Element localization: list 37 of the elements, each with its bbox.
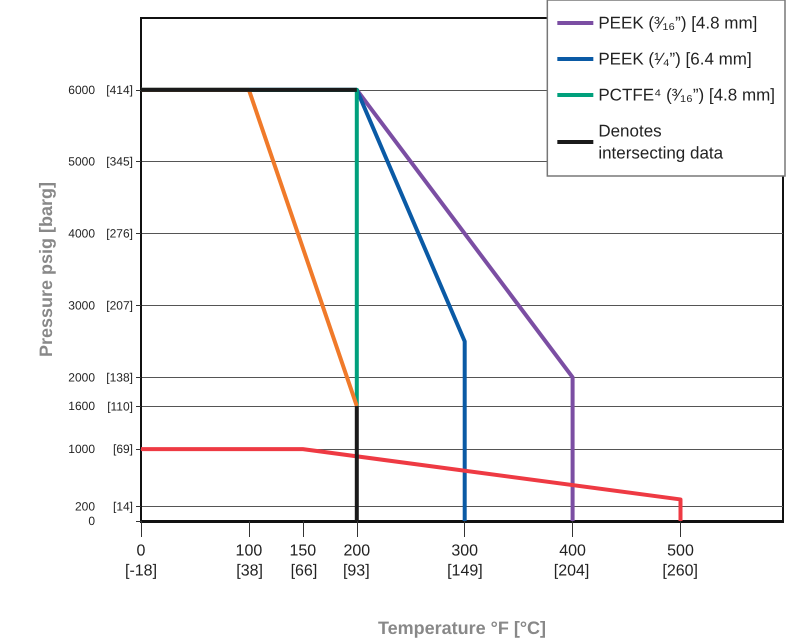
- y-tick-label: 0: [88, 514, 96, 528]
- y-tick-label: 2000: [68, 370, 96, 384]
- legend-label: PCTFE⁴ (³⁄₁₆”) [4.8 mm]: [598, 86, 776, 104]
- y-tick-label: 5000: [68, 154, 96, 169]
- y2-tick-label: [138]: [106, 370, 133, 384]
- y-tick-label: 4000: [68, 226, 96, 241]
- x2-tick-label: [149]: [447, 562, 483, 580]
- y-tick-label: 6000: [68, 82, 96, 97]
- y2-tick-label: [207]: [106, 298, 133, 312]
- y-tick-label: 200: [74, 500, 96, 514]
- y2-tick-label: [414]: [106, 82, 133, 97]
- x-tick-label: 0: [136, 542, 146, 560]
- x-tick-label: 100: [236, 542, 262, 560]
- x-axis-title: Temperature °F [°C]: [378, 618, 546, 638]
- y2-tick-label: [110]: [107, 399, 133, 414]
- y2-tick-label: [345]: [106, 154, 133, 169]
- y-tick-label: 3000: [68, 298, 96, 312]
- y-tick-label: 1000: [68, 442, 96, 456]
- x-tick-label: 200: [343, 542, 370, 560]
- x-tick-label: 500: [667, 542, 694, 560]
- legend-label: PEEK (¹⁄₄”) [6.4 mm]: [598, 50, 752, 68]
- y-axis-title: Pressure psig [barg]: [36, 182, 56, 358]
- x-tick-label: 400: [559, 542, 586, 560]
- y2-tick-label: [14]: [112, 499, 133, 514]
- x-tick-label: 300: [451, 542, 478, 560]
- x2-tick-label: [260]: [662, 562, 698, 580]
- x2-tick-label: [-18]: [124, 562, 158, 580]
- x2-tick-label: [38]: [236, 562, 263, 580]
- legend-label: PEEK (³⁄₁₆”) [4.8 mm]: [598, 14, 758, 32]
- x2-tick-label: [204]: [554, 562, 590, 580]
- x2-tick-label: [66]: [290, 562, 318, 580]
- y-tick-label: 1600: [68, 399, 96, 414]
- x2-tick-label: [93]: [342, 562, 370, 580]
- x-tick-label: 150: [289, 542, 316, 560]
- legend-label: Denotes intersecting data: [598, 122, 724, 162]
- y2-tick-label: [276]: [106, 226, 133, 241]
- y2-tick-label: [69]: [112, 442, 133, 456]
